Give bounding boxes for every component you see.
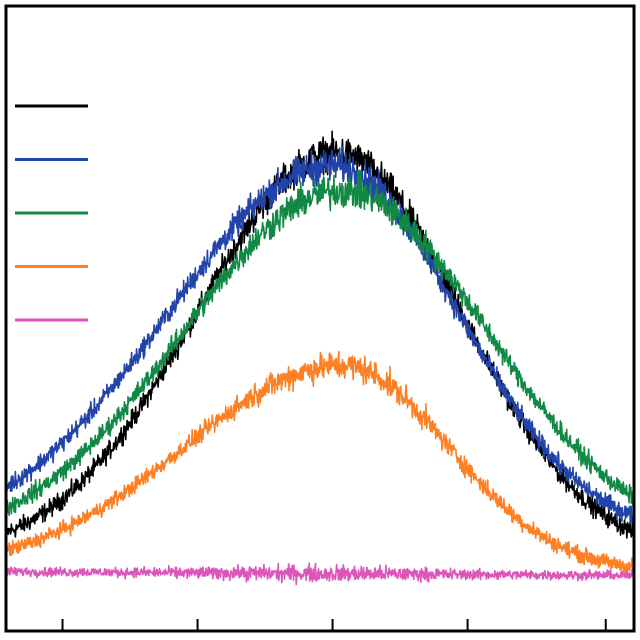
plot-frame xyxy=(4,4,636,633)
series-line-5 xyxy=(6,562,634,586)
series-line-1 xyxy=(6,130,634,539)
series-layer xyxy=(6,130,634,586)
series-line-3 xyxy=(6,170,634,517)
legend xyxy=(15,104,88,322)
x-axis-ticks xyxy=(61,619,607,631)
series-line-2 xyxy=(6,145,634,524)
series-line-4 xyxy=(6,350,634,574)
